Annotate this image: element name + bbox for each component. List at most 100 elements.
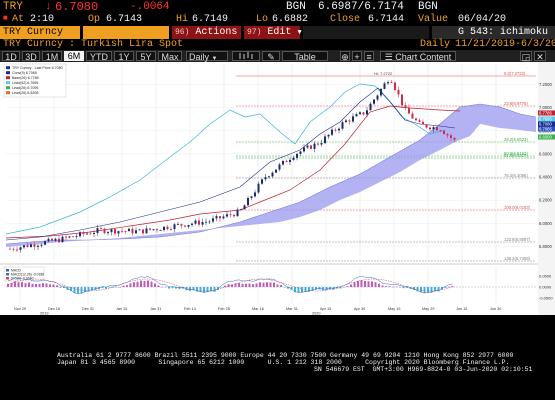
- candle-body: [19, 247, 22, 250]
- macd-histogram-bar: [374, 282, 377, 287]
- range-button-1m[interactable]: 1M: [42, 51, 62, 62]
- candle-body: [215, 216, 218, 219]
- draw-tool-button[interactable]: ✎: [262, 51, 280, 62]
- macd-histogram-bar: [252, 284, 254, 287]
- macd-histogram-bar: [147, 280, 149, 287]
- chart-controls: 1D 3D 1M 6M YTD 1Y 5Y Max Daily ▼ ✎ Tabl…: [0, 50, 555, 62]
- price-tag-label: 6.7065: [539, 127, 552, 132]
- candle-body: [194, 220, 197, 224]
- periodicity-select[interactable]: Daily ▼: [186, 51, 228, 62]
- range-button-5y[interactable]: 5Y: [136, 51, 156, 62]
- chevron-down-icon: ▼: [211, 56, 218, 62]
- macd-histogram-bar: [59, 287, 62, 288]
- candle-body: [149, 228, 151, 230]
- candle-body: [422, 121, 424, 125]
- candle-body: [40, 244, 43, 246]
- candle-body: [82, 232, 85, 235]
- candle-body: [362, 112, 365, 115]
- candle-body: [282, 160, 284, 165]
- crosshair-icon[interactable]: +: [352, 51, 362, 62]
- macd-histogram-bar: [371, 281, 373, 287]
- range-button-6m[interactable]: 6M: [64, 51, 84, 61]
- candle-body: [254, 192, 256, 197]
- ichimoku-chart[interactable]: 0.0(7.2722) 23.6(6.9776) 38.2(6.6523) 50.0(…: [0, 62, 555, 315]
- candle-body: [285, 160, 288, 163]
- settings-icon[interactable]: ≡: [364, 51, 374, 62]
- zoom-icon[interactable]: ⊕: [340, 51, 350, 62]
- range-button-1y[interactable]: 1Y: [114, 51, 134, 62]
- candle-body: [373, 99, 375, 104]
- macd-histogram-bar: [385, 286, 387, 287]
- chart-name[interactable]: G 543: ichimoku: [432, 26, 555, 39]
- chart-type-button[interactable]: [232, 51, 260, 61]
- macd-histogram-bar: [395, 286, 398, 288]
- macd-histogram-bar: [63, 287, 65, 288]
- range-button-ytd[interactable]: YTD: [86, 51, 112, 62]
- macd-histogram-bar: [245, 283, 247, 287]
- candle-body: [96, 228, 99, 233]
- price-pane-bg: [0, 62, 555, 262]
- candle-body: [275, 169, 277, 173]
- candle-body: [79, 232, 81, 237]
- candle-body: [138, 229, 141, 231]
- candle-body: [268, 176, 270, 178]
- toolbar-spacer: [303, 26, 429, 39]
- macd-histogram-bar: [14, 281, 16, 287]
- candle-body: [33, 244, 36, 247]
- candle-body: [229, 214, 232, 216]
- date-axis-label: Feb 14: [184, 307, 196, 311]
- range-button-max[interactable]: Max: [158, 51, 182, 62]
- close-icon[interactable]: ✕: [534, 51, 546, 62]
- macd-histogram-bar: [266, 282, 268, 287]
- security-description-bar: TRY Curncy : Turkish Lira Spot Daily 11/…: [0, 39, 555, 50]
- candle-body: [23, 245, 25, 248]
- ticker[interactable]: TRY: [3, 1, 23, 13]
- security-input[interactable]: [83, 26, 169, 39]
- candle-body: [278, 164, 281, 170]
- candle-body: [257, 183, 260, 193]
- security-field[interactable]: TRY Curncy: [0, 26, 80, 39]
- lagging-span-line: [5, 83, 446, 235]
- edit-menu[interactable]: 97) Edit ▼: [244, 26, 302, 39]
- candle-body: [250, 196, 253, 198]
- macd-histogram-bar: [84, 287, 86, 293]
- ichimoku-cloud: [5, 103, 537, 247]
- candle-body: [107, 232, 109, 234]
- edit-label: Edit: [267, 27, 292, 38]
- table-button[interactable]: Table: [282, 51, 328, 62]
- range-button-1d[interactable]: 1D: [2, 51, 20, 62]
- candle-body: [408, 107, 410, 114]
- macd-histogram-bar: [115, 287, 118, 288]
- net-change: -.0064: [130, 1, 170, 13]
- high-value: 6.7149: [192, 14, 229, 25]
- candle-body: [201, 221, 204, 225]
- macd-histogram-bar: [70, 287, 72, 292]
- macd-histogram-bar: [437, 287, 440, 292]
- close-label: Close: [330, 14, 361, 25]
- actions-menu[interactable]: 96) Actions ▼: [172, 26, 248, 39]
- date-range: 11/21/2019-6/3/2020: [455, 39, 555, 50]
- price-tag-label: 6.7080: [539, 122, 552, 127]
- expand-icon[interactable]: ◲: [520, 51, 532, 62]
- candle-body: [205, 221, 207, 223]
- macd-histogram-bar: [357, 280, 359, 287]
- macd-histogram-bar: [430, 287, 433, 293]
- macd-histogram-bar: [210, 287, 212, 292]
- legend-label: Lead(52) 6.7695: [12, 81, 38, 85]
- candle-body: [369, 103, 372, 111]
- macd-histogram-bar: [280, 285, 282, 287]
- macd-histogram-bar: [269, 282, 272, 287]
- leading-span-a: [5, 103, 537, 245]
- chart-content-button[interactable]: ☰ Chart Content: [380, 51, 456, 62]
- chart-panel[interactable]: 0.0(7.2722) 23.6(6.9776) 38.2(6.6523) 50.0(…: [0, 62, 555, 315]
- signal-line: [7, 278, 453, 292]
- macd-legend-label: MACD: [11, 268, 22, 272]
- candle-body: [152, 229, 155, 231]
- macd-histogram-bar: [231, 284, 233, 287]
- range-button-3d[interactable]: 3D: [22, 51, 40, 62]
- macd-histogram-bar: [241, 283, 244, 287]
- macd-histogram-bar: [388, 286, 391, 287]
- macd-histogram-bar: [49, 284, 51, 287]
- low-label: Lo: [256, 14, 269, 25]
